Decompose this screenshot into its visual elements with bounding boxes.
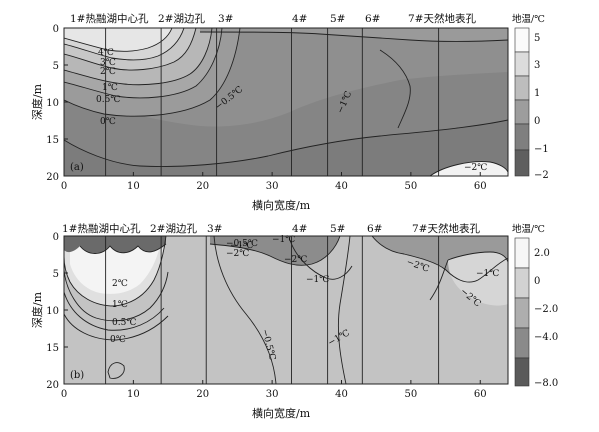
y-tick-label: 0 (53, 232, 59, 243)
panel-b-field (64, 236, 508, 384)
x-tick-label: 0 (61, 181, 67, 192)
colorbar-tick: 3 (534, 60, 540, 71)
panel-a-borehole-labels: 1#热融湖中心孔 2#湖边孔 3# 4# 5# 6# 7#天然地表孔 (70, 12, 476, 25)
isotherm-label: −1℃ (476, 269, 499, 279)
isotherm-label: 2℃ (100, 67, 116, 77)
y-tick-label: 5 (53, 61, 59, 72)
isotherm-label: 0.5℃ (112, 318, 136, 328)
isotherm-label: −0.5℃ (226, 239, 258, 249)
x-tick-label: 30 (266, 181, 279, 192)
borehole-label: 3# (218, 13, 233, 25)
borehole-label: 5# (330, 13, 345, 25)
x-tick-label: 20 (196, 181, 209, 192)
isotherm-label: 0℃ (110, 335, 126, 345)
colorbar-tick: 0 (534, 276, 540, 287)
y-tick-label: 15 (46, 343, 59, 354)
x-tick-label: 50 (405, 389, 418, 400)
x-tick-label: 60 (474, 181, 487, 192)
colorbar-tick: 2.0 (534, 248, 550, 259)
isotherm-label: 1℃ (112, 300, 128, 310)
borehole-label: 4# (292, 223, 307, 235)
panel-b-colorbar: 地温/℃ 2.0 0 −2.0 −4.0 −8.0 (512, 223, 558, 389)
x-tick-label: 0 (61, 389, 67, 400)
panel-b-xlabel: 横向宽度/m (252, 406, 311, 420)
panel-b-axes: 0 10 20 30 40 50 60 0 5 10 15 20 (46, 232, 486, 400)
borehole-label: 7#天然地表孔 (408, 12, 476, 25)
borehole-label: 1#热融湖中心孔 (70, 12, 149, 25)
colorbar-tick: −8.0 (534, 378, 558, 389)
borehole-label: 3# (207, 223, 222, 235)
y-tick-label: 15 (46, 135, 59, 146)
borehole-label: 2#湖边孔 (150, 222, 197, 235)
x-tick-label: 50 (405, 181, 418, 192)
colorbar-tick: 0 (534, 116, 540, 127)
y-tick-label: 0 (53, 24, 59, 35)
panel-a-ylabel: 深度/m (30, 83, 44, 120)
isotherm-label: 2℃ (112, 279, 128, 289)
colorbar-title: 地温/℃ (512, 13, 545, 25)
borehole-label: 4# (292, 13, 307, 25)
panel-b-label: (b) (70, 370, 84, 381)
panel-a-field (64, 28, 508, 176)
borehole-label: 5# (330, 223, 345, 235)
y-tick-label: 20 (46, 380, 59, 391)
panel-a: 4℃ 3℃ 2℃ 1℃ 0.5℃ 0℃ −0.5℃ −1℃ −2℃ (a) 1#… (30, 12, 549, 212)
isotherm-label: −2℃ (464, 163, 487, 173)
borehole-label: 6# (365, 13, 380, 25)
isotherm-label: −1℃ (272, 235, 295, 245)
isotherm-label: −1℃ (306, 275, 329, 285)
x-tick-label: 10 (127, 389, 140, 400)
colorbar-tick: 5 (534, 33, 540, 44)
isotherm-label: −2℃ (284, 255, 307, 265)
panel-a-xlabel: 横向宽度/m (252, 198, 311, 212)
panel-b-borehole-labels: 1#热融湖中心孔 2#湖边孔 3# 4# 5# 6# 7#天然地表孔 (62, 222, 480, 235)
y-tick-label: 10 (46, 98, 59, 109)
colorbar-tick: 1 (534, 88, 540, 99)
x-tick-label: 40 (335, 389, 348, 400)
panel-a-axes: 0 10 20 30 40 50 60 0 5 10 15 20 (46, 24, 486, 192)
x-tick-label: 30 (266, 389, 279, 400)
borehole-label: 7#天然地表孔 (412, 222, 480, 235)
colorbar-tick: −4.0 (534, 332, 558, 343)
y-tick-label: 5 (53, 269, 59, 280)
borehole-label: 2#湖边孔 (158, 12, 205, 25)
isotherm-label: 0.5℃ (96, 95, 120, 105)
y-tick-label: 20 (46, 172, 59, 183)
y-tick-label: 10 (46, 306, 59, 317)
colorbar-tick: −2 (534, 170, 549, 181)
borehole-label: 6# (367, 223, 382, 235)
x-tick-label: 40 (335, 181, 348, 192)
borehole-label: 1#热融湖中心孔 (62, 222, 141, 235)
isotherm-label: 3℃ (100, 58, 116, 68)
isotherm-label: 1℃ (102, 83, 118, 93)
panel-b: 2℃ 1℃ 0.5℃ 0℃ −0.5℃ −1℃ −2℃ −1℃ −2℃ −1℃ … (30, 222, 558, 420)
panel-b-ylabel: 深度/m (30, 291, 44, 328)
isotherm-label: −2℃ (226, 249, 249, 259)
colorbar-title: 地温/℃ (512, 223, 545, 235)
isotherm-label: 4℃ (98, 48, 114, 58)
panel-a-label: (a) (70, 162, 84, 173)
x-tick-label: 20 (196, 389, 209, 400)
x-tick-label: 60 (474, 389, 487, 400)
isotherm-label: −1℃ (230, 241, 253, 251)
panel-a-colorbar: 地温/℃ 5 3 1 0 −1 −2 (512, 13, 549, 181)
colorbar-tick: −2.0 (534, 304, 558, 315)
colorbar-tick: −1 (534, 144, 549, 155)
x-tick-label: 10 (127, 181, 140, 192)
isotherm-label: 0℃ (100, 117, 116, 127)
